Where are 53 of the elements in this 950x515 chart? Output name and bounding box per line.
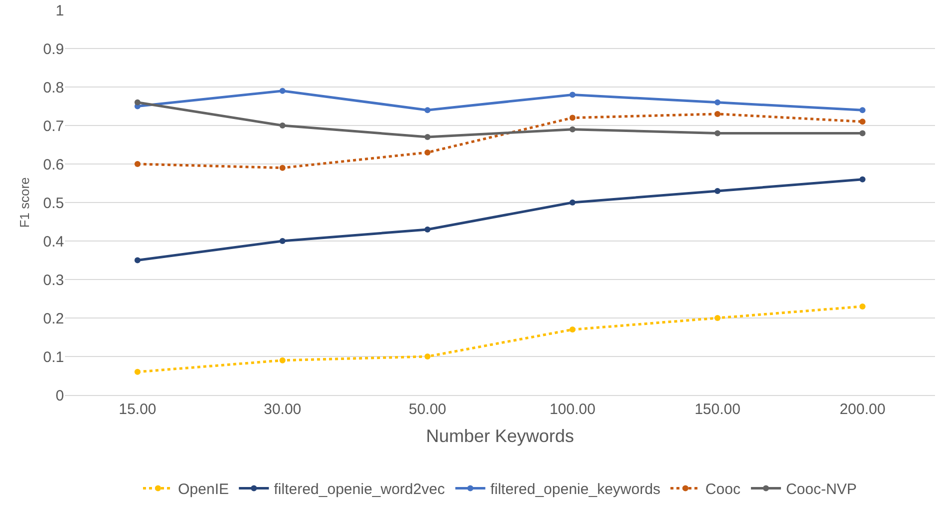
- point: [134, 257, 140, 264]
- point: [714, 130, 720, 136]
- point: [714, 315, 720, 321]
- point: [860, 176, 866, 182]
- y-tick-label: 0.1: [43, 348, 64, 366]
- point: [280, 88, 286, 94]
- y-tick-label: 0.9: [43, 40, 64, 58]
- x-tick-label: 15.00: [118, 401, 156, 418]
- point: [280, 238, 286, 244]
- point: [134, 161, 140, 167]
- point: [424, 354, 430, 360]
- y-tick-label: 0.2: [43, 310, 64, 328]
- point: [570, 114, 576, 121]
- point: [134, 368, 140, 375]
- y-tick-label: 0.8: [43, 79, 64, 96]
- point: [570, 200, 576, 206]
- legend-label: Cooc-NVP: [786, 481, 857, 498]
- y-tick-label: 0.4: [43, 233, 64, 250]
- y-tick-label: 0.3: [43, 272, 64, 289]
- point: [134, 99, 140, 106]
- point: [280, 164, 286, 171]
- y-tick-label: 1: [56, 2, 64, 20]
- y-tick-label: 0.5: [43, 194, 64, 212]
- point: [860, 130, 866, 136]
- point: [424, 226, 430, 232]
- legend-label: Cooc: [705, 481, 741, 498]
- point: [860, 303, 866, 310]
- x-tick-label: 50.00: [408, 401, 446, 418]
- point: [860, 118, 866, 125]
- point: [424, 134, 430, 140]
- y-tick-label: 0.7: [43, 118, 64, 135]
- point: [280, 357, 286, 364]
- legend-label: filtered_openie_keywords: [490, 481, 660, 498]
- point: [714, 99, 720, 106]
- point: [424, 107, 430, 114]
- y-tick-label: 0.6: [43, 156, 64, 174]
- point: [570, 92, 576, 98]
- y-tick-label: 0: [56, 387, 64, 404]
- point: [570, 126, 576, 132]
- x-tick-label: 30.00: [264, 401, 302, 418]
- x-tick-label: 200.00: [840, 401, 886, 418]
- x-tick-label: 100.00: [550, 401, 596, 418]
- point: [280, 122, 286, 128]
- point: [714, 110, 720, 117]
- legend-label: filtered_openie_word2vec: [274, 481, 446, 498]
- y-axis-title: F1 score: [17, 177, 32, 228]
- point: [424, 149, 430, 156]
- legend-label: OpenIE: [178, 481, 229, 498]
- x-axis-title: Number Keywords: [426, 426, 574, 446]
- point: [860, 107, 866, 114]
- point: [570, 326, 576, 333]
- point: [714, 188, 720, 194]
- x-tick-label: 150.00: [694, 401, 740, 418]
